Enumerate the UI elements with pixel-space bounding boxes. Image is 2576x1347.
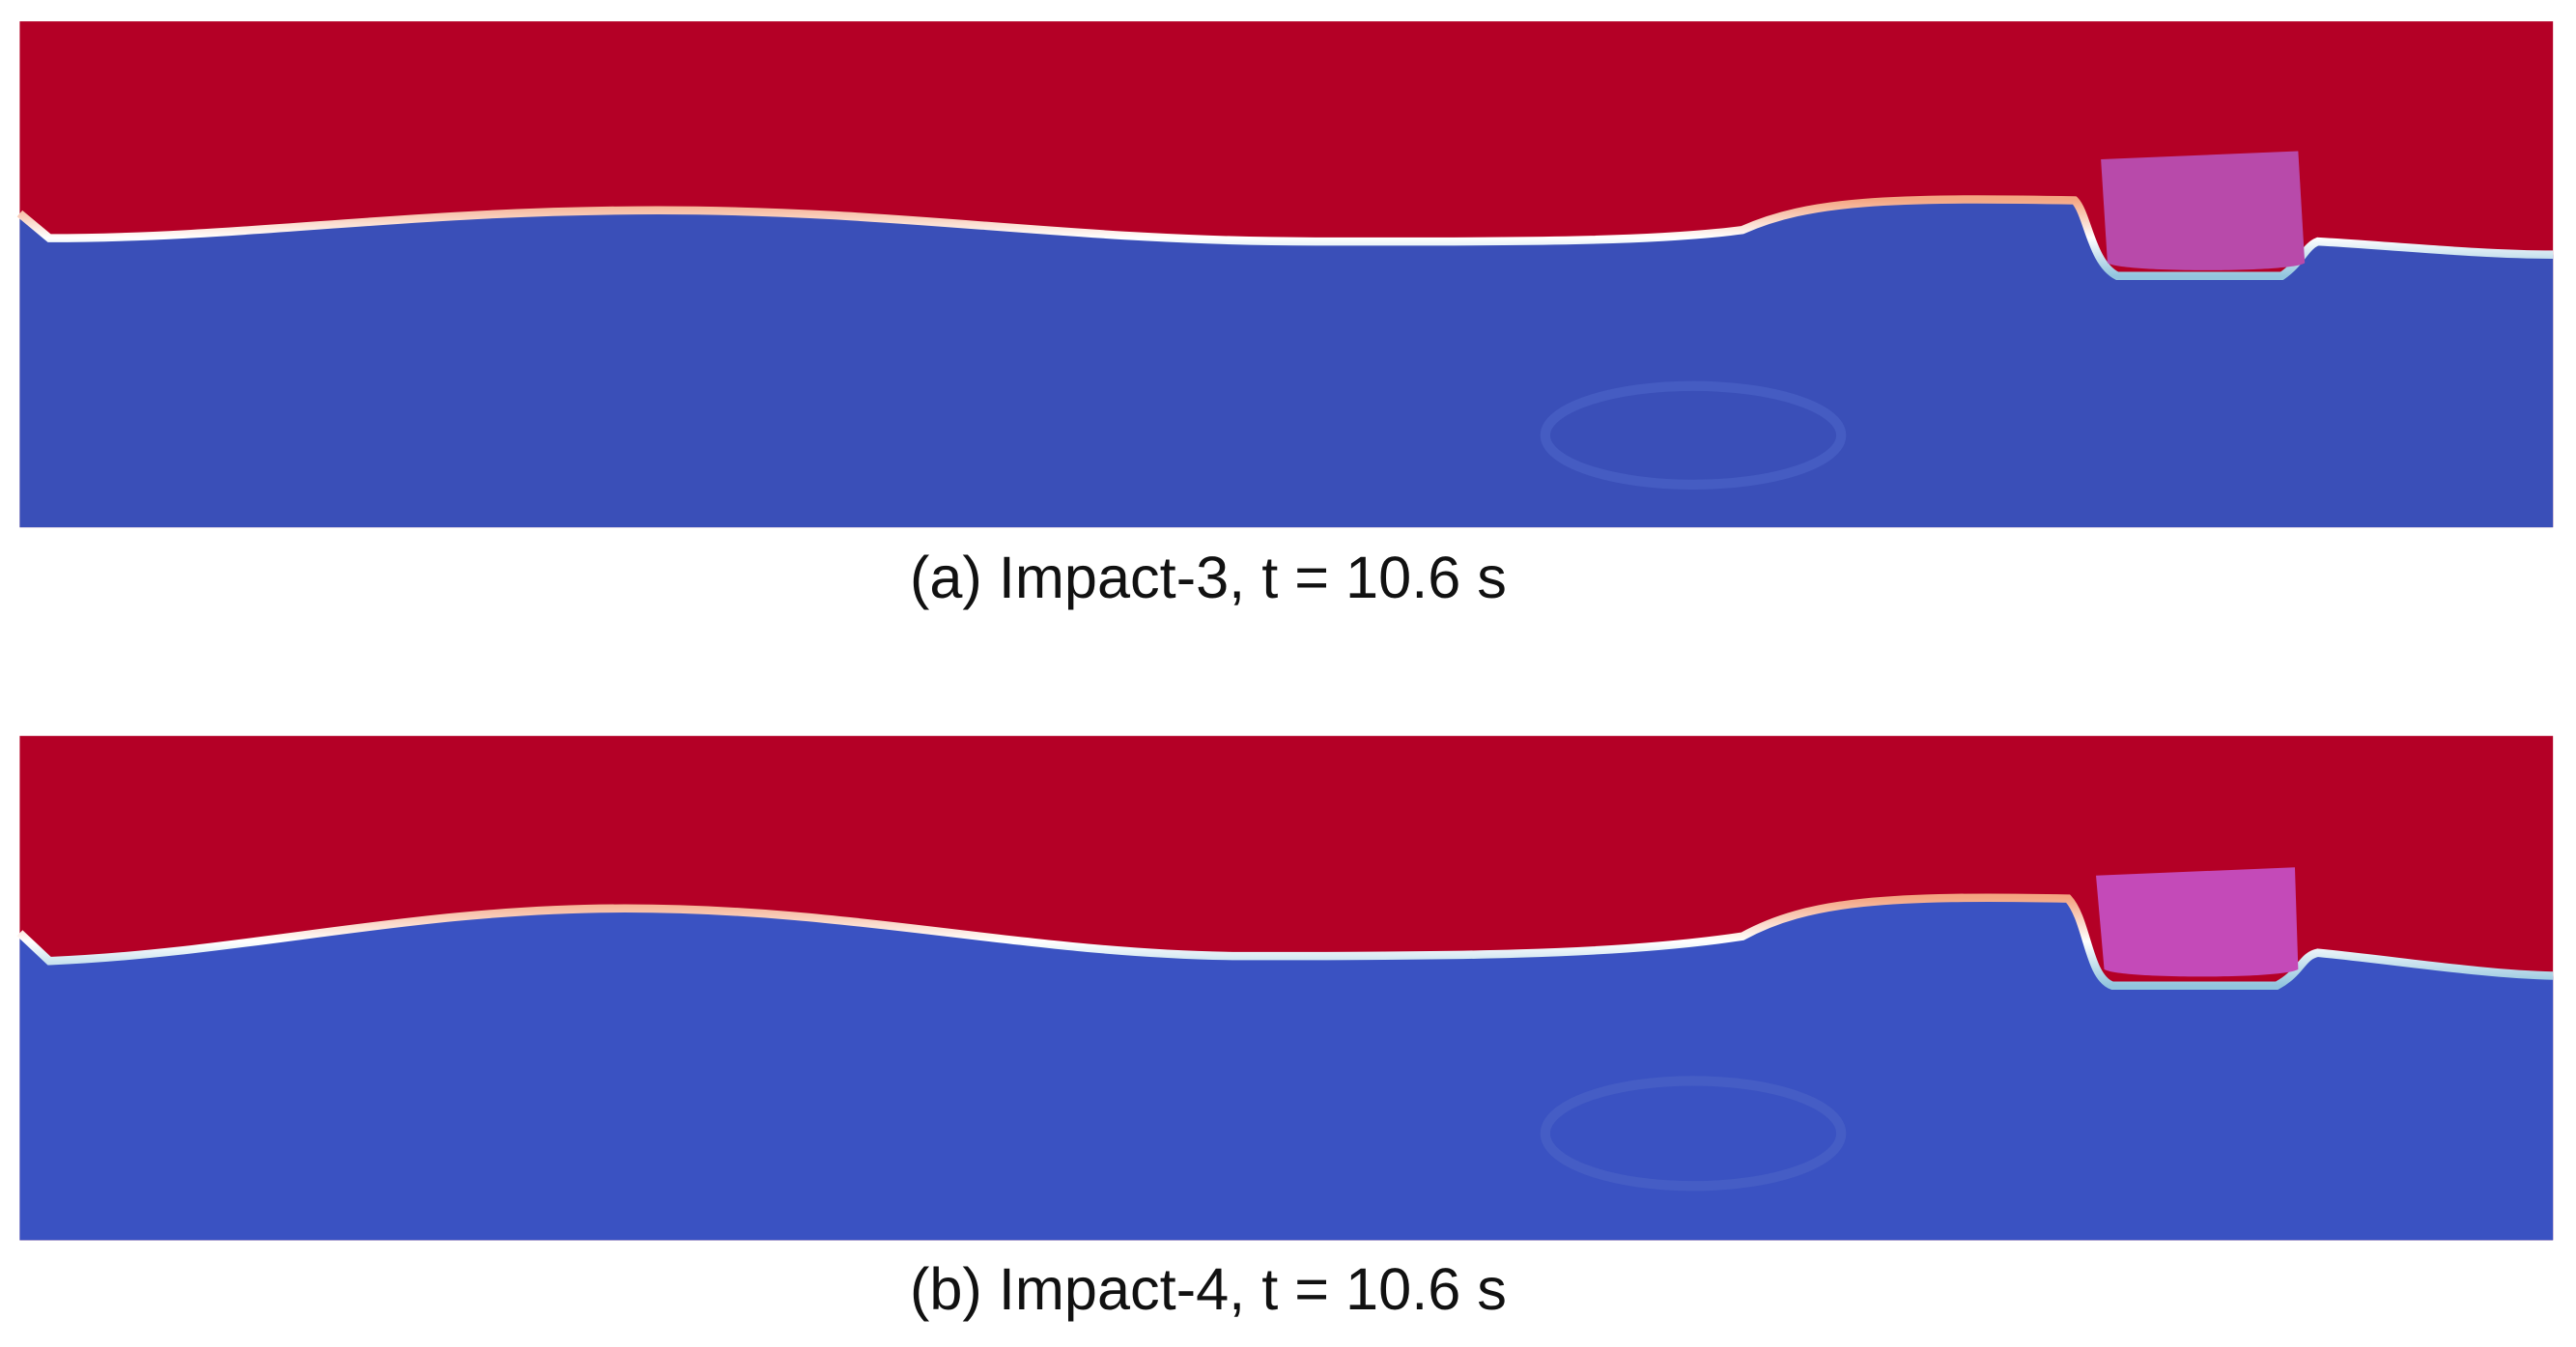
panel-b: (b) Impact-4, t = 10.6 s [16, 736, 2554, 1322]
caption: (a) Impact-3, t = 10.6 s [910, 545, 1507, 610]
panel-a: (a) Impact-3, t = 10.6 s [16, 21, 2554, 610]
free-surface [16, 893, 2554, 990]
vortex [1540, 380, 1847, 490]
floating-body [2101, 151, 2306, 270]
floating-body [2096, 867, 2299, 977]
vortex [1540, 1076, 1847, 1192]
water-region [19, 199, 2554, 528]
caption: (b) Impact-4, t = 10.6 s [910, 1256, 1507, 1322]
water-region [19, 897, 2554, 1241]
